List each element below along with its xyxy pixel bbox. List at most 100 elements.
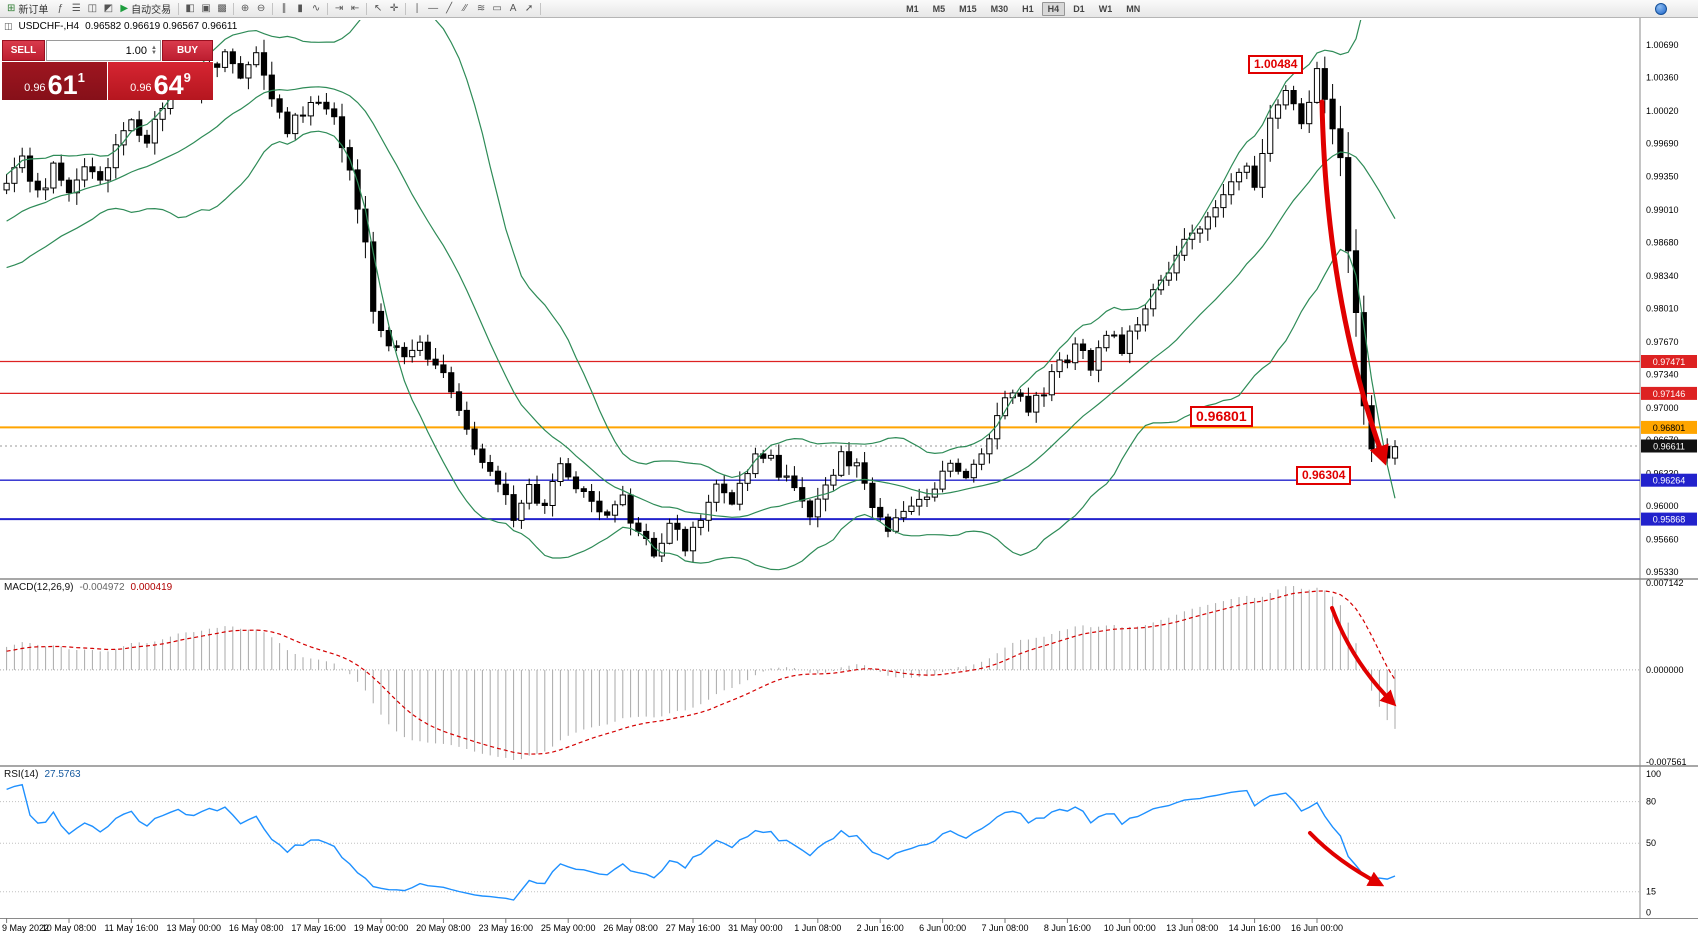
volume-up-icon[interactable]: ▲	[151, 44, 157, 51]
peak-price-annotation[interactable]: 1.00484	[1248, 55, 1304, 74]
candle	[1235, 171, 1243, 183]
timeframe-d1[interactable]: D1	[1073, 3, 1085, 14]
candle	[596, 500, 603, 513]
svg-text:100: 100	[1646, 769, 1661, 779]
strategy-tester-icon[interactable]: ◩	[103, 3, 114, 14]
macd-axis[interactable]: 0.007142 0.000000 -0.007561	[1646, 578, 1687, 767]
candle	[463, 409, 470, 430]
timeframe-h1[interactable]: H1	[1022, 3, 1034, 14]
cascade-windows-icon[interactable]: ▩	[217, 3, 227, 14]
candle	[962, 470, 970, 479]
timeframe-m30[interactable]: M30	[990, 3, 1009, 14]
new-chart-icon[interactable]: ◧	[185, 3, 195, 14]
candle	[728, 492, 736, 505]
sell-price-display[interactable]: 0.96 61 1	[2, 62, 107, 100]
candle	[666, 522, 673, 544]
candle	[783, 475, 790, 478]
auto-trading-button[interactable]: ▶ 自动交易	[116, 1, 175, 16]
line-chart-icon[interactable]: ∿	[311, 3, 321, 14]
volume-down-icon[interactable]: ▼	[151, 49, 157, 56]
vertical-line-icon[interactable]: ∣	[414, 3, 420, 14]
shapes-icon[interactable]: ▭	[492, 3, 502, 14]
candle	[1033, 394, 1040, 413]
fibonacci-icon[interactable]: ≋	[476, 3, 486, 14]
buy-button[interactable]: BUY	[162, 40, 213, 61]
candle	[143, 134, 151, 144]
candle	[455, 391, 463, 411]
candle	[760, 453, 767, 459]
candle	[237, 63, 244, 79]
candle	[580, 488, 587, 493]
date-tick-label: 7 Jun 08:00	[981, 923, 1028, 933]
candle	[65, 179, 73, 194]
candle	[635, 522, 642, 532]
auto-scroll-icon[interactable]: ⇥	[334, 3, 344, 14]
candle	[1391, 446, 1399, 459]
volume-spinner[interactable]: ▲ ▼	[151, 44, 157, 56]
candle	[1001, 397, 1009, 417]
text-label-icon[interactable]: A	[509, 3, 517, 14]
candle	[767, 454, 775, 459]
timeframe-w1[interactable]: W1	[1098, 3, 1113, 14]
indicator-list-icon[interactable]: ƒ	[57, 3, 64, 14]
candle	[1103, 334, 1110, 349]
rsi-axis[interactable]: 100 80 50 15 0	[1646, 769, 1661, 918]
candle	[253, 52, 260, 66]
bollinger-middle	[6, 86, 1396, 518]
date-tick-label: 16 Jun 00:00	[1291, 923, 1343, 933]
chart-shift-icon[interactable]: ⇤	[350, 3, 360, 14]
candle	[884, 516, 892, 532]
date-tick-label: 13 Jun 08:00	[1166, 923, 1218, 933]
candle	[487, 462, 494, 472]
channel-icon[interactable]: ∕∕	[463, 3, 467, 14]
candle	[409, 349, 416, 358]
horizontal-line-icon[interactable]: ―	[428, 3, 439, 14]
cursor-icon[interactable]: ↖	[373, 3, 383, 14]
tile-windows-icon[interactable]: ▣	[201, 3, 211, 14]
candle	[744, 473, 751, 484]
market-watch-icon[interactable]: ☰	[71, 3, 81, 14]
candle	[533, 484, 541, 504]
sell-button[interactable]: SELL	[2, 40, 45, 61]
candle	[1181, 238, 1188, 256]
date-tick-label: 25 May 00:00	[541, 923, 596, 933]
crosshair-icon[interactable]: ✛	[389, 3, 399, 14]
main-down-arrow	[1319, 99, 1389, 466]
candle	[385, 330, 392, 347]
breakout-price-annotation[interactable]: 0.96801	[1190, 406, 1253, 427]
level-price-badge	[1641, 420, 1697, 434]
zoom-in-icon[interactable]: ⊕	[240, 3, 250, 14]
candle	[627, 494, 634, 524]
volume-input[interactable]: 1.00 ▲ ▼	[46, 40, 161, 61]
candle	[229, 51, 236, 65]
timeframe-m5[interactable]: M5	[932, 3, 946, 14]
candlestick-chart-icon[interactable]: ▮	[297, 3, 303, 14]
timeframe-h4[interactable]: H4	[1041, 1, 1066, 16]
timeframe-mn[interactable]: MN	[1126, 3, 1141, 14]
community-icon[interactable]	[1655, 2, 1667, 15]
macd-label: MACD(12,26,9) -0.004972 0.000419	[4, 582, 172, 593]
arrow-tools-icon[interactable]: ➚	[524, 3, 534, 14]
timeframe-m1[interactable]: M1	[906, 3, 919, 14]
timeframe-m15[interactable]: M15	[959, 3, 977, 14]
date-tick-label: 31 May 00:00	[728, 923, 783, 933]
toolbar-separator	[405, 2, 407, 15]
bar-chart-icon[interactable]: ∥	[281, 3, 287, 14]
candle	[416, 341, 424, 351]
candle	[1095, 347, 1102, 371]
buy-price-display[interactable]: 0.96 64 9	[108, 62, 213, 100]
zoom-out-icon[interactable]: ⊖	[256, 3, 266, 14]
trendline-icon[interactable]: ╱	[446, 3, 453, 14]
candle	[1282, 90, 1289, 106]
candle	[315, 101, 322, 104]
new-order-button[interactable]: ⊞ 新订单	[3, 1, 52, 16]
target-price-annotation[interactable]: 0.96304	[1296, 466, 1352, 485]
new-order-label: 新订单	[18, 5, 49, 16]
price-axis[interactable]: 1.00690 1.00360 1.00020 0.99690 0.99350 0.990…	[1641, 40, 1697, 577]
candle	[1087, 350, 1094, 371]
candle	[89, 166, 96, 173]
data-window-icon[interactable]: ◫	[87, 3, 98, 14]
svg-text:0.97471: 0.97471	[1653, 357, 1686, 367]
